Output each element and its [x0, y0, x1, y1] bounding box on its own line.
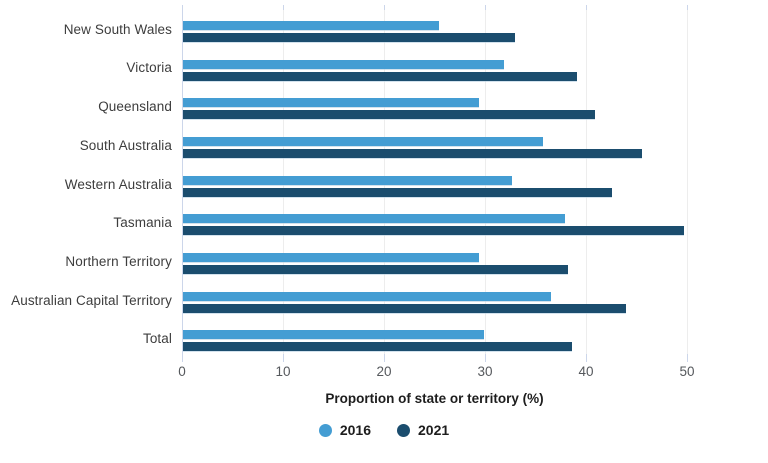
legend-label-2016: 2016: [339, 422, 371, 438]
bar-2021[interactable]: [182, 71, 577, 81]
tick-mark-top: [586, 5, 587, 10]
tick-mark-top: [283, 5, 284, 10]
category-label: New South Wales: [63, 21, 172, 37]
bar-2016[interactable]: [182, 330, 484, 340]
bar-2016[interactable]: [182, 175, 513, 185]
bar-2016[interactable]: [182, 214, 565, 224]
bar-2016[interactable]: [182, 98, 479, 108]
bar-2021[interactable]: [182, 303, 627, 313]
x-tick-label: 40: [578, 364, 594, 379]
category-label: Total: [142, 331, 172, 347]
table-row: Australian Capital Territory: [0, 281, 768, 320]
legend-dot-2016-icon: [318, 423, 332, 437]
table-row: Northern Territory: [0, 242, 768, 281]
table-row: Tasmania: [0, 203, 768, 242]
y-axis-rule: [182, 5, 183, 362]
tick-mark-top: [687, 5, 688, 10]
table-row: Victoria: [0, 49, 768, 88]
tick-mark-bottom: [687, 354, 688, 362]
x-tick-label: 50: [679, 364, 695, 379]
x-tick-label: 30: [477, 364, 493, 379]
legend-label-2021: 2021: [418, 422, 450, 438]
bar-2016[interactable]: [182, 253, 479, 263]
table-row: Queensland: [0, 87, 768, 126]
tick-mark-top: [384, 5, 385, 10]
legend-item-2021[interactable]: 2021: [397, 422, 449, 438]
table-row: South Australia: [0, 126, 768, 165]
bar-2021[interactable]: [182, 33, 516, 42]
bar-2021[interactable]: [182, 110, 596, 120]
table-row: Total: [0, 319, 768, 358]
legend: 2016 2021: [0, 422, 768, 438]
category-label: Western Australia: [64, 176, 172, 192]
category-label: Victoria: [126, 60, 172, 76]
x-axis-title: Proportion of state or territory (%): [325, 391, 544, 406]
bar-2016[interactable]: [182, 59, 505, 69]
category-label: Northern Territory: [65, 253, 172, 269]
tick-mark-bottom: [586, 354, 587, 362]
bar-2021[interactable]: [182, 187, 613, 197]
category-label: South Australia: [79, 137, 172, 153]
bar-2016[interactable]: [182, 137, 543, 146]
x-tick-label: 0: [178, 364, 186, 379]
legend-dot-2021-icon: [397, 423, 410, 437]
legend-item-2016[interactable]: 2016: [318, 422, 371, 438]
gridline: [586, 10, 587, 358]
tick-mark-bottom: [283, 354, 284, 362]
x-tick-label: 10: [275, 364, 291, 379]
category-label: Australian Capital Territory: [11, 292, 172, 308]
bar-2021[interactable]: [182, 226, 684, 236]
category-label: Queensland: [98, 99, 172, 115]
bar-2021[interactable]: [182, 149, 642, 158]
tick-mark-bottom: [485, 354, 486, 362]
x-tick-label: 20: [376, 364, 392, 379]
tick-mark-top: [485, 5, 486, 10]
gridline: [687, 10, 688, 358]
bar-2016[interactable]: [182, 291, 551, 301]
table-row: Western Australia: [0, 165, 768, 204]
category-label: Tasmania: [113, 215, 172, 231]
table-row: New South Wales: [0, 10, 768, 49]
tick-mark-bottom: [384, 354, 385, 362]
bar-2021[interactable]: [182, 342, 572, 352]
bar-2021[interactable]: [182, 265, 568, 275]
bar-2016[interactable]: [182, 21, 439, 30]
